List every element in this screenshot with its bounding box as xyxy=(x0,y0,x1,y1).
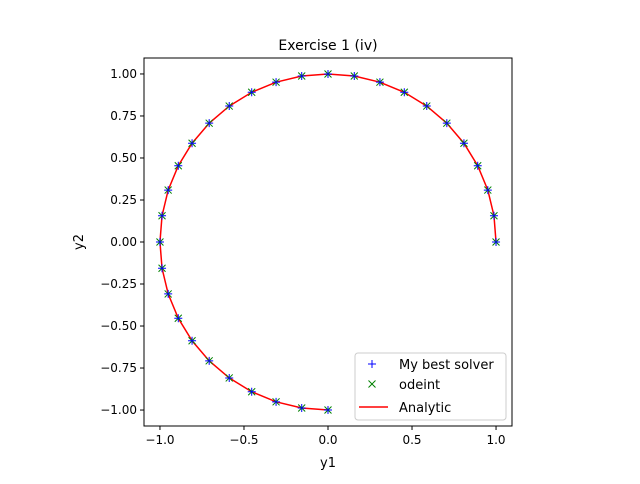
legend-label-my-best-solver: My best solver xyxy=(399,358,494,373)
y-axis: −1.00 −0.75 −0.50 −0.25 0.00 0.25 0.50 0.75 1.00 xyxy=(100,67,144,417)
solver-point xyxy=(188,336,197,345)
solver-point xyxy=(459,139,468,148)
solver-point xyxy=(272,397,281,406)
x-tick-label: 1.0 xyxy=(486,433,505,447)
solver-point xyxy=(483,186,492,195)
x-tick-label: 0.5 xyxy=(402,433,421,447)
solver-point xyxy=(350,72,359,81)
solver-point xyxy=(375,78,384,87)
y-tick-label: 0.00 xyxy=(110,235,137,249)
solver-point xyxy=(489,211,498,220)
solver-point xyxy=(422,102,431,111)
y-axis-label: y2 xyxy=(72,234,87,250)
solver-point xyxy=(205,356,214,365)
solver-point xyxy=(297,403,306,412)
solver-point xyxy=(324,406,332,415)
x-tick-label: −0.5 xyxy=(229,433,258,447)
solver-point xyxy=(473,161,482,170)
solver-point xyxy=(188,139,197,148)
x-axis-label: y1 xyxy=(320,456,336,471)
plot-area xyxy=(155,69,501,415)
x-tick-label: −1.0 xyxy=(145,433,174,447)
solver-point xyxy=(164,186,173,195)
y-tick-label: −0.50 xyxy=(100,319,137,333)
solver-point xyxy=(492,238,501,246)
solver-point xyxy=(442,119,451,128)
legend: My best solver odeint Analytic xyxy=(354,352,507,421)
x-axis: −1.0 −0.5 0.0 0.5 1.0 xyxy=(145,426,506,447)
solver-point xyxy=(247,88,256,97)
chart-title: Exercise 1 (iv) xyxy=(278,38,377,54)
y-tick-label: −1.00 xyxy=(100,403,137,417)
y-tick-label: 0.50 xyxy=(110,151,137,165)
solver-point xyxy=(225,102,234,111)
legend-plus-marker-icon xyxy=(368,360,376,368)
solver-point xyxy=(400,88,409,97)
y-tick-label: 1.00 xyxy=(110,67,137,81)
x-tick-label: 0.0 xyxy=(318,433,337,447)
solver-point xyxy=(272,78,281,87)
y-tick-label: −0.25 xyxy=(100,277,137,291)
solver-point xyxy=(155,238,164,246)
solver-point xyxy=(247,387,256,396)
legend-x-marker-icon xyxy=(368,380,376,388)
solver-point xyxy=(158,264,167,273)
y-tick-label: 0.25 xyxy=(110,193,137,207)
solver-point xyxy=(324,69,332,78)
legend-label-analytic: Analytic xyxy=(399,401,451,416)
legend-label-odeint: odeint xyxy=(399,378,440,393)
solver-point xyxy=(158,211,167,220)
solver-point xyxy=(225,373,234,382)
y-tick-label: −0.75 xyxy=(100,361,137,375)
solver-point xyxy=(205,119,214,128)
solver-point xyxy=(174,314,183,323)
solver-point xyxy=(174,161,183,170)
y-tick-label: 0.75 xyxy=(110,109,137,123)
solver-point xyxy=(164,289,173,298)
legend-box xyxy=(354,352,507,421)
solver-point xyxy=(297,72,306,81)
